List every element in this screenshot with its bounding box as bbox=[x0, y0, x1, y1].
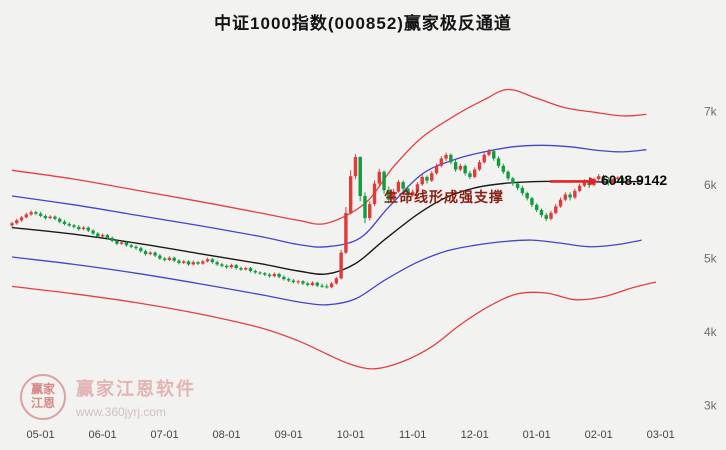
inner-lower-blue-line bbox=[11, 239, 642, 306]
x-axis-tick-label: 11-01 bbox=[399, 429, 426, 441]
y-axis-tick-label: 6k bbox=[704, 178, 718, 192]
x-axis-tick-label: 08-01 bbox=[213, 429, 241, 441]
x-axis-tick-label: 10-01 bbox=[337, 429, 365, 441]
outer-upper-red-line bbox=[11, 88, 647, 225]
x-axis-tick-label: 05-01 bbox=[27, 429, 55, 441]
x-axis-tick-label: 12-01 bbox=[461, 429, 489, 441]
support-annotation: 生命线形成强支撑 bbox=[384, 189, 504, 205]
x-axis-tick-label: 03-01 bbox=[647, 429, 675, 441]
price-arrow bbox=[550, 176, 598, 186]
channel-lines-layer bbox=[11, 88, 657, 370]
x-axis-tick-label: 07-01 bbox=[151, 429, 179, 441]
x-axis-tick-label: 09-01 bbox=[275, 429, 303, 441]
candles-layer bbox=[10, 148, 630, 289]
y-axis-tick-label: 3k bbox=[704, 399, 718, 413]
outer-lower-red-line bbox=[11, 281, 657, 370]
x-axis-tick-label: 06-01 bbox=[89, 429, 117, 441]
inner-upper-blue-line bbox=[11, 144, 647, 248]
page-title: 中证1000指数(000852)赢家极反通道 bbox=[214, 14, 512, 33]
x-axis-tick-label: 01-01 bbox=[523, 429, 551, 441]
x-axis-labels: 05-01 06-01 07-01 08-01 09-01 10-01 11-01 12-01… bbox=[27, 429, 675, 441]
latest-price-label: 6048.9142 bbox=[601, 172, 668, 189]
life-line-black bbox=[11, 180, 642, 275]
y-axis-tick-label: 5k bbox=[704, 252, 718, 266]
y-axis-tick-label: 4k bbox=[704, 325, 718, 339]
y-axis-labels: 7k 6k 5k 4k 3k bbox=[704, 105, 718, 413]
y-axis-tick-label: 7k bbox=[704, 105, 718, 119]
x-axis-tick-label: 02-01 bbox=[585, 429, 613, 441]
